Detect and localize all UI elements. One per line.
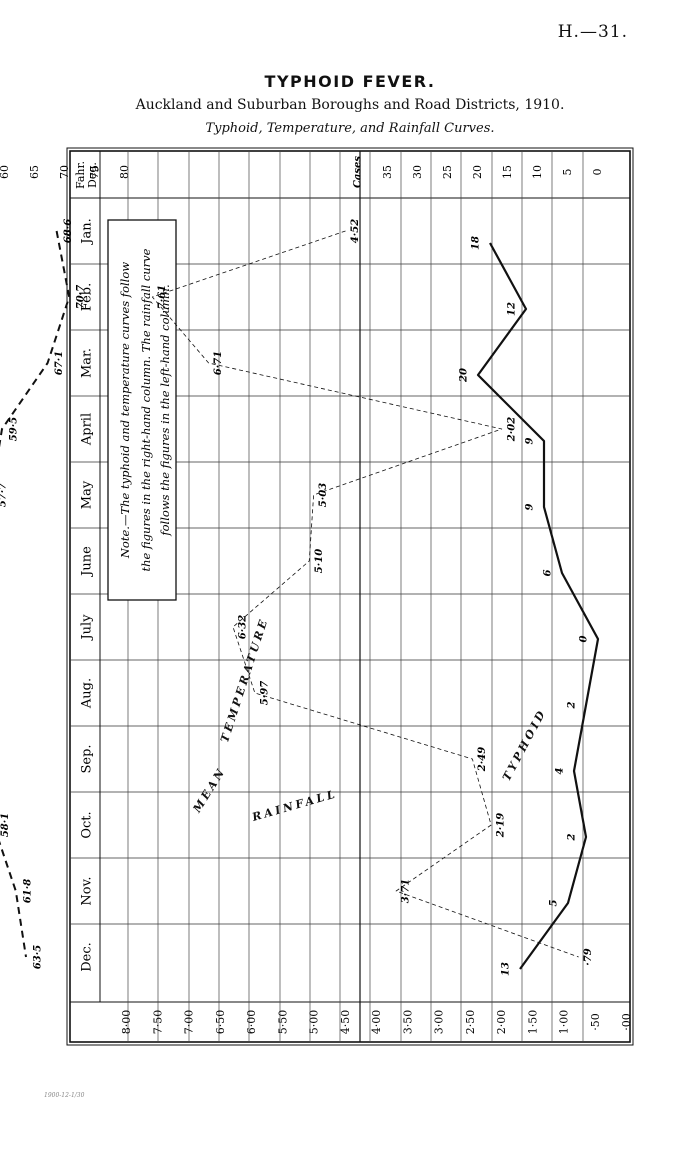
- month-label-april: April: [80, 413, 95, 446]
- printer-mark: 1900-12-1/30: [44, 1092, 85, 1099]
- cases-tick-label: 35: [381, 165, 394, 179]
- rainfall-data-label: 3·71: [401, 879, 412, 903]
- mean-curve-label: MEAN: [190, 765, 229, 816]
- month-label-jan: Jan.: [80, 218, 95, 245]
- rainfall-tick-label: ·50: [589, 1013, 602, 1031]
- deg-header: Deg.: [86, 162, 99, 188]
- typhoid-data-label: 9: [525, 503, 536, 510]
- cases-tick-label: 20: [471, 165, 484, 179]
- month-label-may: May: [80, 480, 95, 509]
- rainfall-tick-label: 7·00: [183, 1010, 196, 1035]
- typhoid-data-label: 5: [549, 899, 560, 906]
- fahr-header: Fahr.: [74, 161, 87, 189]
- mean-temperature-data-label: 70·7: [76, 285, 87, 309]
- typhoid-line: [476, 242, 600, 970]
- rainfall-data-label: ·79: [583, 948, 594, 965]
- cases-tick-label: 30: [411, 165, 424, 179]
- rainfall-tick-label: 6·00: [245, 1010, 258, 1035]
- rainfall-data-label: 2·02: [506, 417, 517, 442]
- rainfall-tick-label: 7·50: [151, 1010, 164, 1035]
- mean-temperature-data-label: 68·6: [63, 219, 74, 243]
- typhoid-data-label: 13: [501, 962, 512, 976]
- note-line: Note.—The typhoid and temperature curves…: [118, 262, 132, 559]
- note-line: follows the figures in the left-hand col…: [158, 284, 172, 536]
- rainfall-tick-label: 5·50: [276, 1010, 289, 1035]
- rainfall-curve-label: RAINFALL: [250, 787, 339, 824]
- rainfall-tick-label: 6·50: [214, 1010, 227, 1035]
- rainfall-data-label: 5·97: [259, 681, 270, 705]
- month-label-july: July: [80, 614, 95, 642]
- temperature-tick-label: 65: [28, 165, 41, 179]
- rainfall-data-label: 5·10: [314, 549, 325, 573]
- page-reference: H.—31.: [557, 22, 628, 42]
- rainfall-data-label: 7·61: [157, 285, 168, 309]
- rainfall-data-label: 6·71: [213, 351, 224, 375]
- month-label-june: June: [80, 546, 95, 578]
- month-label-oct: Oct.: [80, 811, 95, 838]
- mean-temperature-data-label: 67·1: [54, 351, 65, 375]
- typhoid-curve-label: TYPHOID: [500, 706, 549, 783]
- month-label-sep: Sep.: [80, 744, 95, 773]
- chart-title: TYPHOID FEVER.: [264, 72, 436, 91]
- mean-temperature-data-label: 59·5: [9, 417, 20, 441]
- rainfall-tick-label: 4·50: [339, 1010, 352, 1035]
- cases-tick-label: 0: [591, 169, 604, 176]
- temperature-tick-label: 75: [88, 165, 101, 179]
- typhoid-data-label: 0: [579, 635, 590, 642]
- temperature-tick-label: 60: [0, 165, 11, 179]
- typhoid-data-label: 4: [555, 767, 566, 774]
- cases-tick-label: 25: [441, 165, 454, 179]
- cases-tick-label: 15: [501, 165, 514, 179]
- mean-temperature-data-label: 57·7: [0, 483, 9, 507]
- rainfall-tick-label: 5·00: [308, 1010, 321, 1035]
- typhoid-data-label: 12: [507, 302, 518, 316]
- rainfall-tick-label: ·00: [620, 1013, 633, 1031]
- note-box: [107, 219, 177, 601]
- temperature-tick-label: 70: [58, 165, 71, 179]
- mean-temperature-data-label: 63·5: [33, 945, 44, 969]
- typhoid-data-label: 18: [471, 236, 482, 250]
- rainfall-data-label: 2·19: [496, 813, 507, 838]
- outer-border: [66, 147, 634, 1046]
- chart-subtitle: Auckland and Suburban Boroughs and Road …: [135, 97, 565, 113]
- cases-header: Cases: [353, 156, 364, 188]
- typhoid-data-label: 9: [525, 437, 536, 444]
- note-line: the figures in the right-hand column. Th…: [139, 248, 153, 571]
- cases-tick-label: 5: [561, 169, 574, 176]
- typhoid-data-label: 20: [459, 368, 470, 383]
- rainfall-tick-label: 3·00: [433, 1010, 446, 1035]
- typhoid-data-label: 2: [567, 701, 578, 709]
- mean-temperature-line: [0, 230, 71, 958]
- rainfall-tick-label: 4·00: [370, 1010, 383, 1035]
- rainfall-data-label: 5·03: [318, 483, 329, 507]
- rainfall-data-label: 6·32: [238, 615, 249, 639]
- month-label-aug: Aug.: [80, 678, 95, 709]
- rainfall-data-label: 2·49: [477, 747, 488, 772]
- temperature-tick-label: 80: [118, 165, 131, 179]
- cases-tick-label: 10: [531, 165, 544, 179]
- rainfall-tick-label: 1·00: [558, 1010, 571, 1035]
- rainfall-tick-label: 2·00: [495, 1010, 508, 1035]
- chart-border: [69, 150, 631, 1043]
- typhoid-data-label: 6: [543, 569, 554, 576]
- month-label-mar: Mar.: [80, 348, 95, 378]
- month-label-feb: Feb.: [80, 283, 95, 311]
- mean-temperature-data-label: 61·8: [22, 879, 33, 903]
- rainfall-tick-label: 1·50: [526, 1010, 539, 1035]
- rainfall-tick-label: 3·50: [401, 1010, 414, 1035]
- rainfall-line: [151, 230, 579, 958]
- rainfall-tick-label: 8·00: [120, 1010, 133, 1035]
- chart-caption: Typhoid, Temperature, and Rainfall Curve…: [205, 121, 495, 136]
- month-label-nov: Nov.: [80, 876, 95, 905]
- typhoid-data-label: 2: [567, 833, 578, 841]
- mean-temperature-data-label: 58·1: [0, 813, 11, 837]
- month-label-dec: Dec.: [80, 942, 95, 972]
- rainfall-tick-label: 2·50: [464, 1010, 477, 1035]
- rainfall-data-label: 4·52: [350, 219, 361, 243]
